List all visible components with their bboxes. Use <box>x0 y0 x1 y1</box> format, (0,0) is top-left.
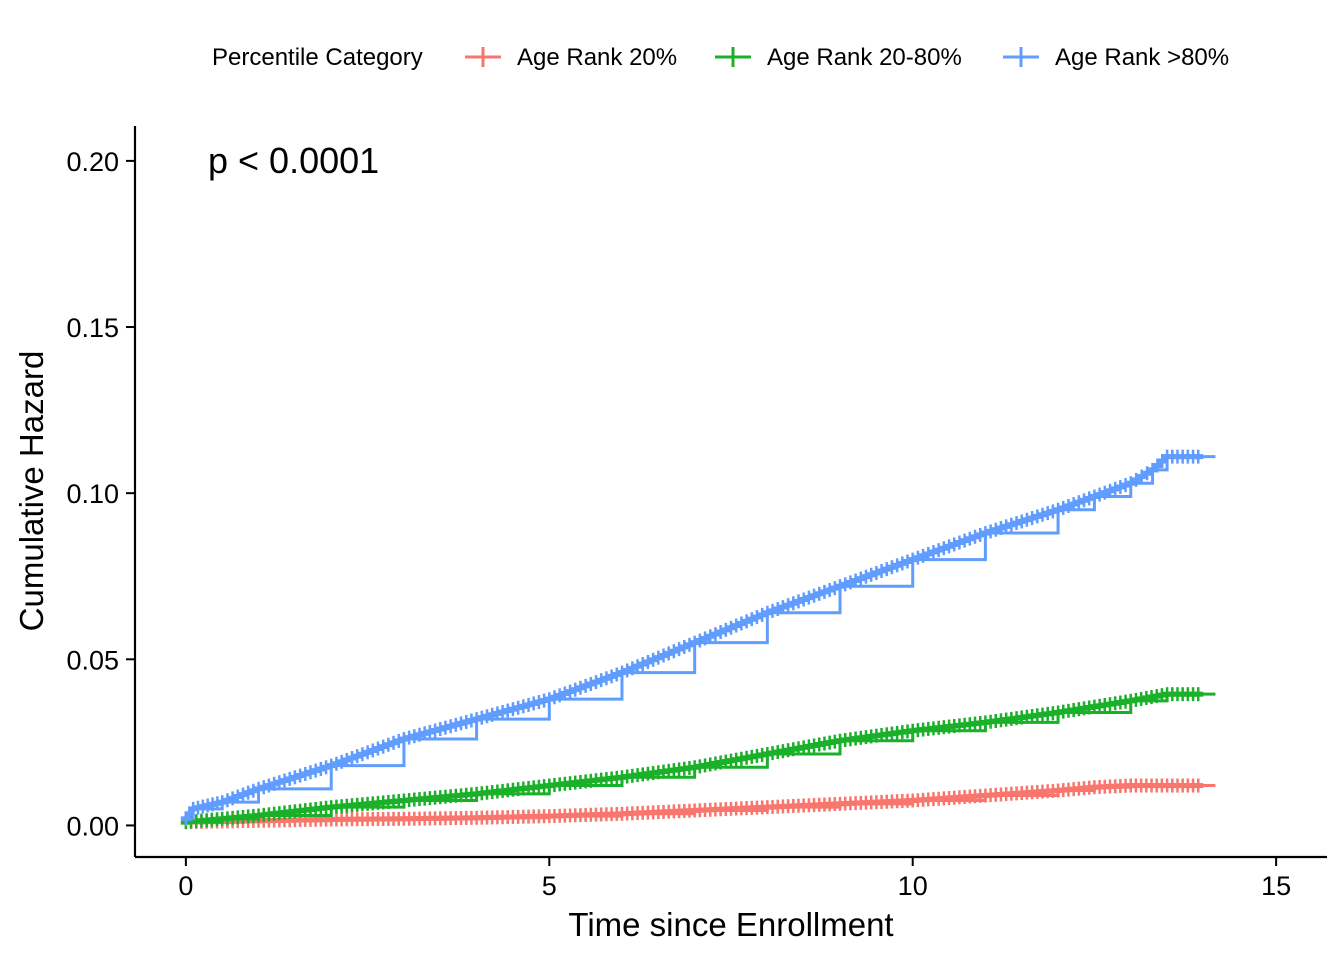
legend-label: Age Rank 20-80% <box>767 44 962 71</box>
y-tick-label: 0.20 <box>66 147 119 177</box>
series-layer <box>180 449 1216 830</box>
p-value-annotation: p < 0.0001 <box>208 140 379 181</box>
x-ticks: 0 5 10 15 <box>178 857 1291 901</box>
y-tick-label: 0.15 <box>66 313 119 343</box>
legend-items: Age Rank 20% Age Rank 20-80% Age Rank >80% <box>465 44 1229 71</box>
series-3 <box>180 449 1216 826</box>
censor-marks <box>180 449 1204 826</box>
legend: Percentile Category Age Rank 20% Age Rank… <box>212 44 1229 71</box>
x-tick-label: 15 <box>1261 871 1291 901</box>
legend-item-1: Age Rank 20% <box>465 44 677 71</box>
y-axis-title: Cumulative Hazard <box>13 351 50 632</box>
x-tick-label: 5 <box>542 871 557 901</box>
legend-label: Age Rank 20% <box>517 44 677 71</box>
censor-marks <box>180 687 1204 830</box>
series-2 <box>180 687 1216 830</box>
x-axis-title: Time since Enrollment <box>568 906 893 943</box>
legend-title: Percentile Category <box>212 44 423 71</box>
legend-label: Age Rank >80% <box>1055 44 1229 71</box>
censor-marks <box>180 778 1204 830</box>
y-tick-label: 0.10 <box>66 479 119 509</box>
legend-item-2: Age Rank 20-80% <box>715 44 962 71</box>
x-tick-label: 0 <box>178 871 193 901</box>
y-ticks: 0.00 0.05 0.10 0.15 0.20 <box>66 147 135 841</box>
legend-item-3: Age Rank >80% <box>1003 44 1229 71</box>
x-tick-label: 10 <box>898 871 928 901</box>
y-tick-label: 0.00 <box>66 811 119 841</box>
axes: 0 5 10 15 0.00 0.05 0.10 0.15 0.20 <box>66 126 1327 901</box>
y-tick-label: 0.05 <box>66 645 119 675</box>
